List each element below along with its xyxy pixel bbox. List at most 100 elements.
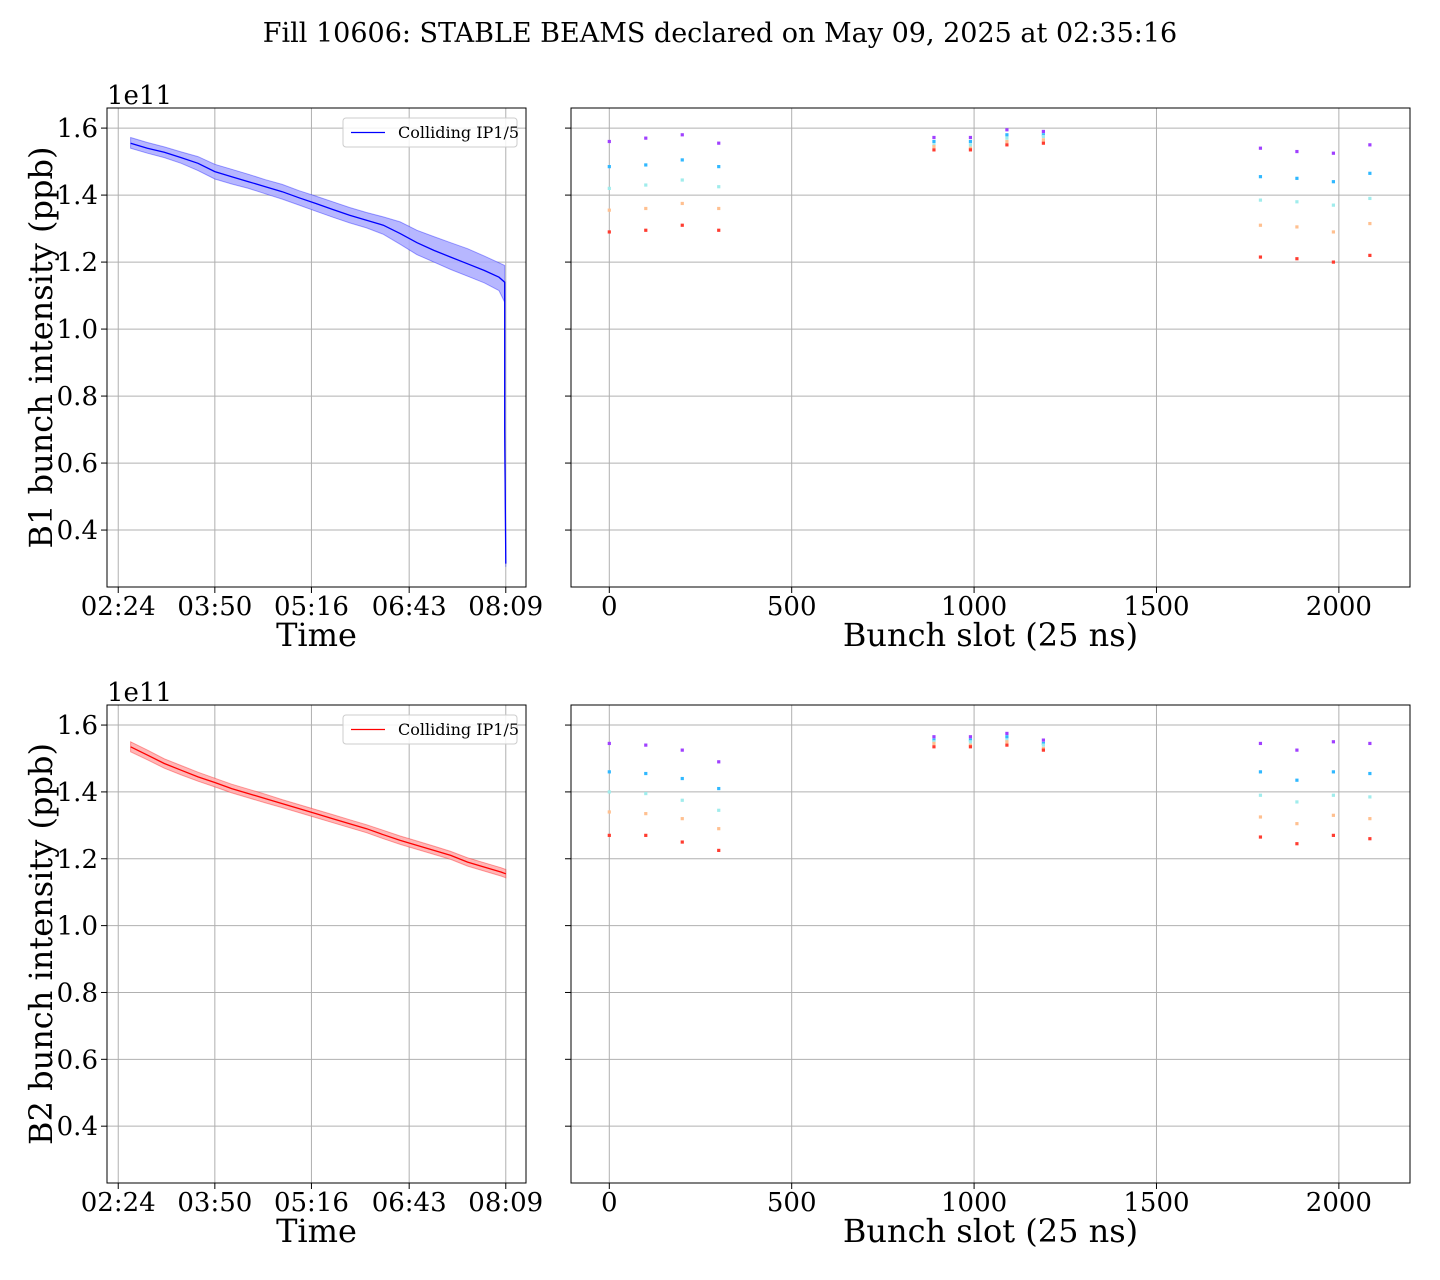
x-tick-label: 03:50: [177, 592, 252, 622]
y-tick-label: 0.4: [57, 516, 98, 546]
x-tick-label: 1500: [1123, 1188, 1189, 1218]
x-tick-label: 05:16: [274, 1188, 349, 1218]
x-tick-label: 02:24: [81, 1188, 156, 1218]
bunch-point: [1295, 822, 1299, 826]
bunch-point: [680, 201, 684, 206]
bunch-point: [680, 133, 684, 137]
bunch-point: [1005, 738, 1009, 742]
bunch-point: [717, 165, 721, 169]
bunch-point: [1005, 143, 1009, 147]
bunch-point: [1005, 133, 1009, 137]
bunch-point: [1295, 149, 1299, 154]
bunch-point: [680, 158, 684, 162]
bunch-point: [968, 743, 973, 747]
legend-frame: [342, 714, 518, 745]
bunch-point: [1258, 223, 1263, 227]
x-axis-label: Time: [276, 616, 357, 654]
bunch-point: [968, 745, 973, 749]
bunch-point: [1295, 778, 1299, 782]
bunch-point: [932, 741, 936, 746]
bunch-point: [1005, 136, 1009, 140]
bunch-point: [644, 228, 648, 232]
bunch-point: [607, 139, 611, 144]
b1-time-axes: Colliding IP1/5 0.4 0.6 0.8 1.0 1.2 1.4 1.6 02:2…: [22, 81, 543, 654]
bunch-point: [1331, 260, 1335, 264]
legend-label: Colliding IP1/5: [398, 123, 519, 142]
bunch-point: [607, 165, 611, 169]
bunch-point: [1005, 128, 1009, 132]
bunch-point: [717, 185, 721, 189]
legend-label: Colliding IP1/5: [398, 720, 519, 739]
bunch-point: [1368, 221, 1372, 226]
bunch-point: [644, 136, 648, 140]
bunch-point: [1331, 740, 1335, 744]
bunch-point: [607, 741, 611, 746]
y-axis-label: B2 bunch intensity (ppb): [22, 743, 60, 1145]
x-tick-label: 02:24: [81, 592, 156, 622]
bunch-point: [1041, 133, 1045, 137]
bunch-point: [1005, 743, 1009, 747]
bunch-point: [1368, 196, 1372, 201]
x-tick-label: 0: [601, 592, 618, 622]
bunch-point: [1258, 255, 1263, 259]
y-tick-label: 1.2: [57, 248, 98, 278]
bunch-point: [644, 812, 648, 816]
x-tick-label: 1000: [941, 592, 1007, 622]
axes-frame: [570, 704, 1411, 1184]
bunch-point: [1368, 795, 1372, 799]
bunch-point: [1258, 835, 1263, 839]
bunch-point: [932, 148, 936, 152]
bunch-point: [680, 223, 684, 227]
y-tick-label: 1.4: [57, 181, 98, 211]
bunch-point: [1041, 748, 1045, 752]
bunch-point: [1331, 813, 1335, 817]
bunch-point: [1258, 793, 1263, 797]
bunch-point: [680, 178, 684, 182]
x-tick-label: 05:16: [274, 592, 349, 622]
bunch-point: [717, 141, 721, 145]
bunch-point: [968, 139, 973, 144]
bunch-point: [1041, 741, 1045, 746]
bunch-point: [607, 833, 611, 837]
y-tick-label: 0.6: [57, 1045, 98, 1075]
bunch-point: [1331, 770, 1335, 774]
bunch-point: [644, 743, 648, 747]
bunch-point: [1258, 175, 1263, 179]
y-tick-label: 1.6: [57, 711, 98, 741]
bunch-point: [1258, 146, 1263, 150]
bunch-point: [680, 776, 684, 781]
x-tick-label: 2000: [1306, 592, 1372, 622]
bunch-point: [607, 186, 611, 190]
bunch-point: [1258, 815, 1263, 819]
bunch-point: [1331, 833, 1335, 837]
bunch-point: [968, 148, 973, 152]
legend-frame: [342, 117, 518, 148]
y-tick-label: 0.6: [57, 449, 98, 479]
bunch-point: [1368, 143, 1372, 147]
bunch-point: [717, 827, 721, 831]
b2-bunch-axes: 0 500 1000 1500 2000 Bunch slot (25 ns): [565, 704, 1411, 1250]
y-axis-label: B1 bunch intensity (ppb): [22, 147, 60, 549]
b2-time-axes: Colliding IP1/5 0.4 0.6 0.8 1.0 1.2 1.4 1.6 02:2…: [22, 678, 543, 1250]
bunch-point: [680, 817, 684, 821]
confidence-band: [130, 740, 507, 879]
bunch-point: [717, 808, 721, 812]
bunch-point: [717, 760, 721, 764]
bunch-point: [1331, 151, 1335, 155]
y-tick-label: 1.0: [57, 315, 98, 345]
bunch-point: [680, 748, 684, 752]
bunch-point: [644, 791, 648, 796]
x-tick-label: 08:09: [468, 592, 543, 622]
offset-text: 1e11: [107, 678, 172, 708]
bunch-point: [1041, 129, 1045, 134]
bunch-point: [607, 790, 611, 794]
bunch-point: [968, 143, 973, 147]
bunch-point: [932, 735, 936, 739]
axes-frame: [106, 704, 527, 1184]
bunch-point: [1295, 748, 1299, 752]
x-tick-label: 1000: [941, 1188, 1007, 1218]
x-tick-label: 06:43: [372, 592, 447, 622]
x-tick-label: 03:50: [177, 1188, 252, 1218]
bunch-point: [644, 183, 648, 187]
